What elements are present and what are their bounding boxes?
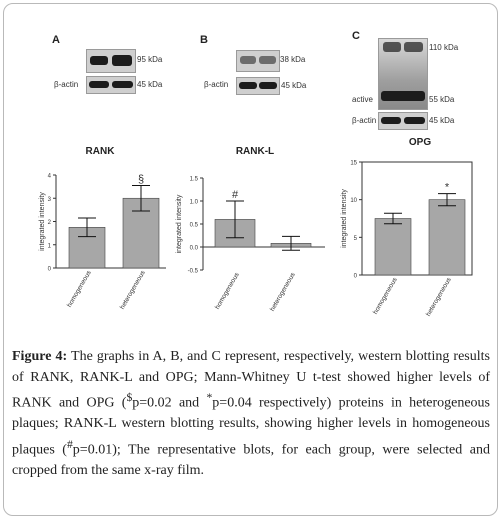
significance-marker: * <box>445 182 450 194</box>
panel-letter-c: C <box>352 30 360 42</box>
y-axis-label: integrated intensity <box>176 194 183 253</box>
y-axis-label: integrated intensity <box>39 192 46 251</box>
panel-a-actin-blot <box>86 76 136 94</box>
bar <box>428 199 466 276</box>
panel-c-active-kda: 55 kDa <box>429 95 455 104</box>
panel-c-actin-kda: 45 kDa <box>429 116 455 125</box>
y-tick-label: 1.0 <box>190 200 199 206</box>
significance-marker: # <box>232 189 239 201</box>
panel-b-target-blot <box>236 50 280 72</box>
panel-c-actin-label: β-actin <box>352 116 377 125</box>
caption-text-4: p=0.01); The representative blots, for e… <box>12 442 490 478</box>
panel-c-active-label: active <box>352 95 373 104</box>
panel-a-actin-label: β-actin <box>54 80 79 89</box>
chart-title-rankl: RANK-L <box>235 146 275 157</box>
caption-text-3: p=0.04 respectively) proteins in heterog… <box>12 395 491 458</box>
figure-caption: Figure 4: The graphs in A, B, and C repr… <box>12 347 490 481</box>
caption-sup-2: * <box>206 391 213 404</box>
y-tick-label: 0.5 <box>190 223 199 229</box>
caption-label: Figure 4: <box>12 349 68 364</box>
chart-title-rank: RANK <box>85 146 115 157</box>
significance-marker: § <box>138 173 144 185</box>
y-tick-label: 0 <box>354 274 358 280</box>
plot-frame <box>361 161 473 276</box>
y-tick-label: 15 <box>350 161 357 167</box>
opg-bar-chart: 0 5 10 15 integrated intensity homogeneous * he… <box>341 161 473 318</box>
panel-a-actin-kda: 45 kDa <box>137 80 163 89</box>
y-tick-label: 0 <box>48 267 52 273</box>
y-tick-label: -0.5 <box>188 269 199 275</box>
panel-b-actin-kda: 45 kDa <box>281 81 307 90</box>
y-tick-label: 3 <box>48 197 52 203</box>
panel-b-actin-label: β-actin <box>204 80 229 89</box>
x-category-label: homogeneous <box>372 276 399 316</box>
caption-sup-1: $ <box>126 391 133 404</box>
y-tick-label: 10 <box>350 198 357 204</box>
y-tick-label: 1 <box>48 243 52 249</box>
y-tick-label: 2 <box>48 220 52 226</box>
x-category-label: heterogeneous <box>425 276 453 318</box>
caption-sup-3: # <box>66 437 73 451</box>
caption-text-2: p=0.02 and <box>132 395 207 411</box>
y-tick-label: 0.0 <box>190 246 199 252</box>
panel-letter-b: B <box>200 34 208 46</box>
panel-c-target-blot <box>378 38 428 110</box>
panel-c-top-kda: 110 kDa <box>429 43 459 52</box>
bar <box>374 218 412 276</box>
y-tick-label: 1.5 <box>190 177 199 183</box>
caption-text-1: The graphs in A, B, and C represent, res… <box>12 349 490 411</box>
panel-a-target-blot <box>86 49 136 73</box>
y-axis-label: integrated intensity <box>341 189 348 248</box>
panel-b-actin-blot <box>236 77 280 95</box>
chart-title-opg: OPG <box>408 137 432 148</box>
panel-c-actin-blot <box>378 112 428 130</box>
panel-b-target-kda: 38 kDa <box>280 55 306 64</box>
panel-letter-a: A <box>52 34 60 46</box>
y-tick-label: 5 <box>354 236 358 242</box>
y-tick-label: 4 <box>48 174 52 180</box>
panel-a-target-kda: 95 kDa <box>137 55 163 64</box>
